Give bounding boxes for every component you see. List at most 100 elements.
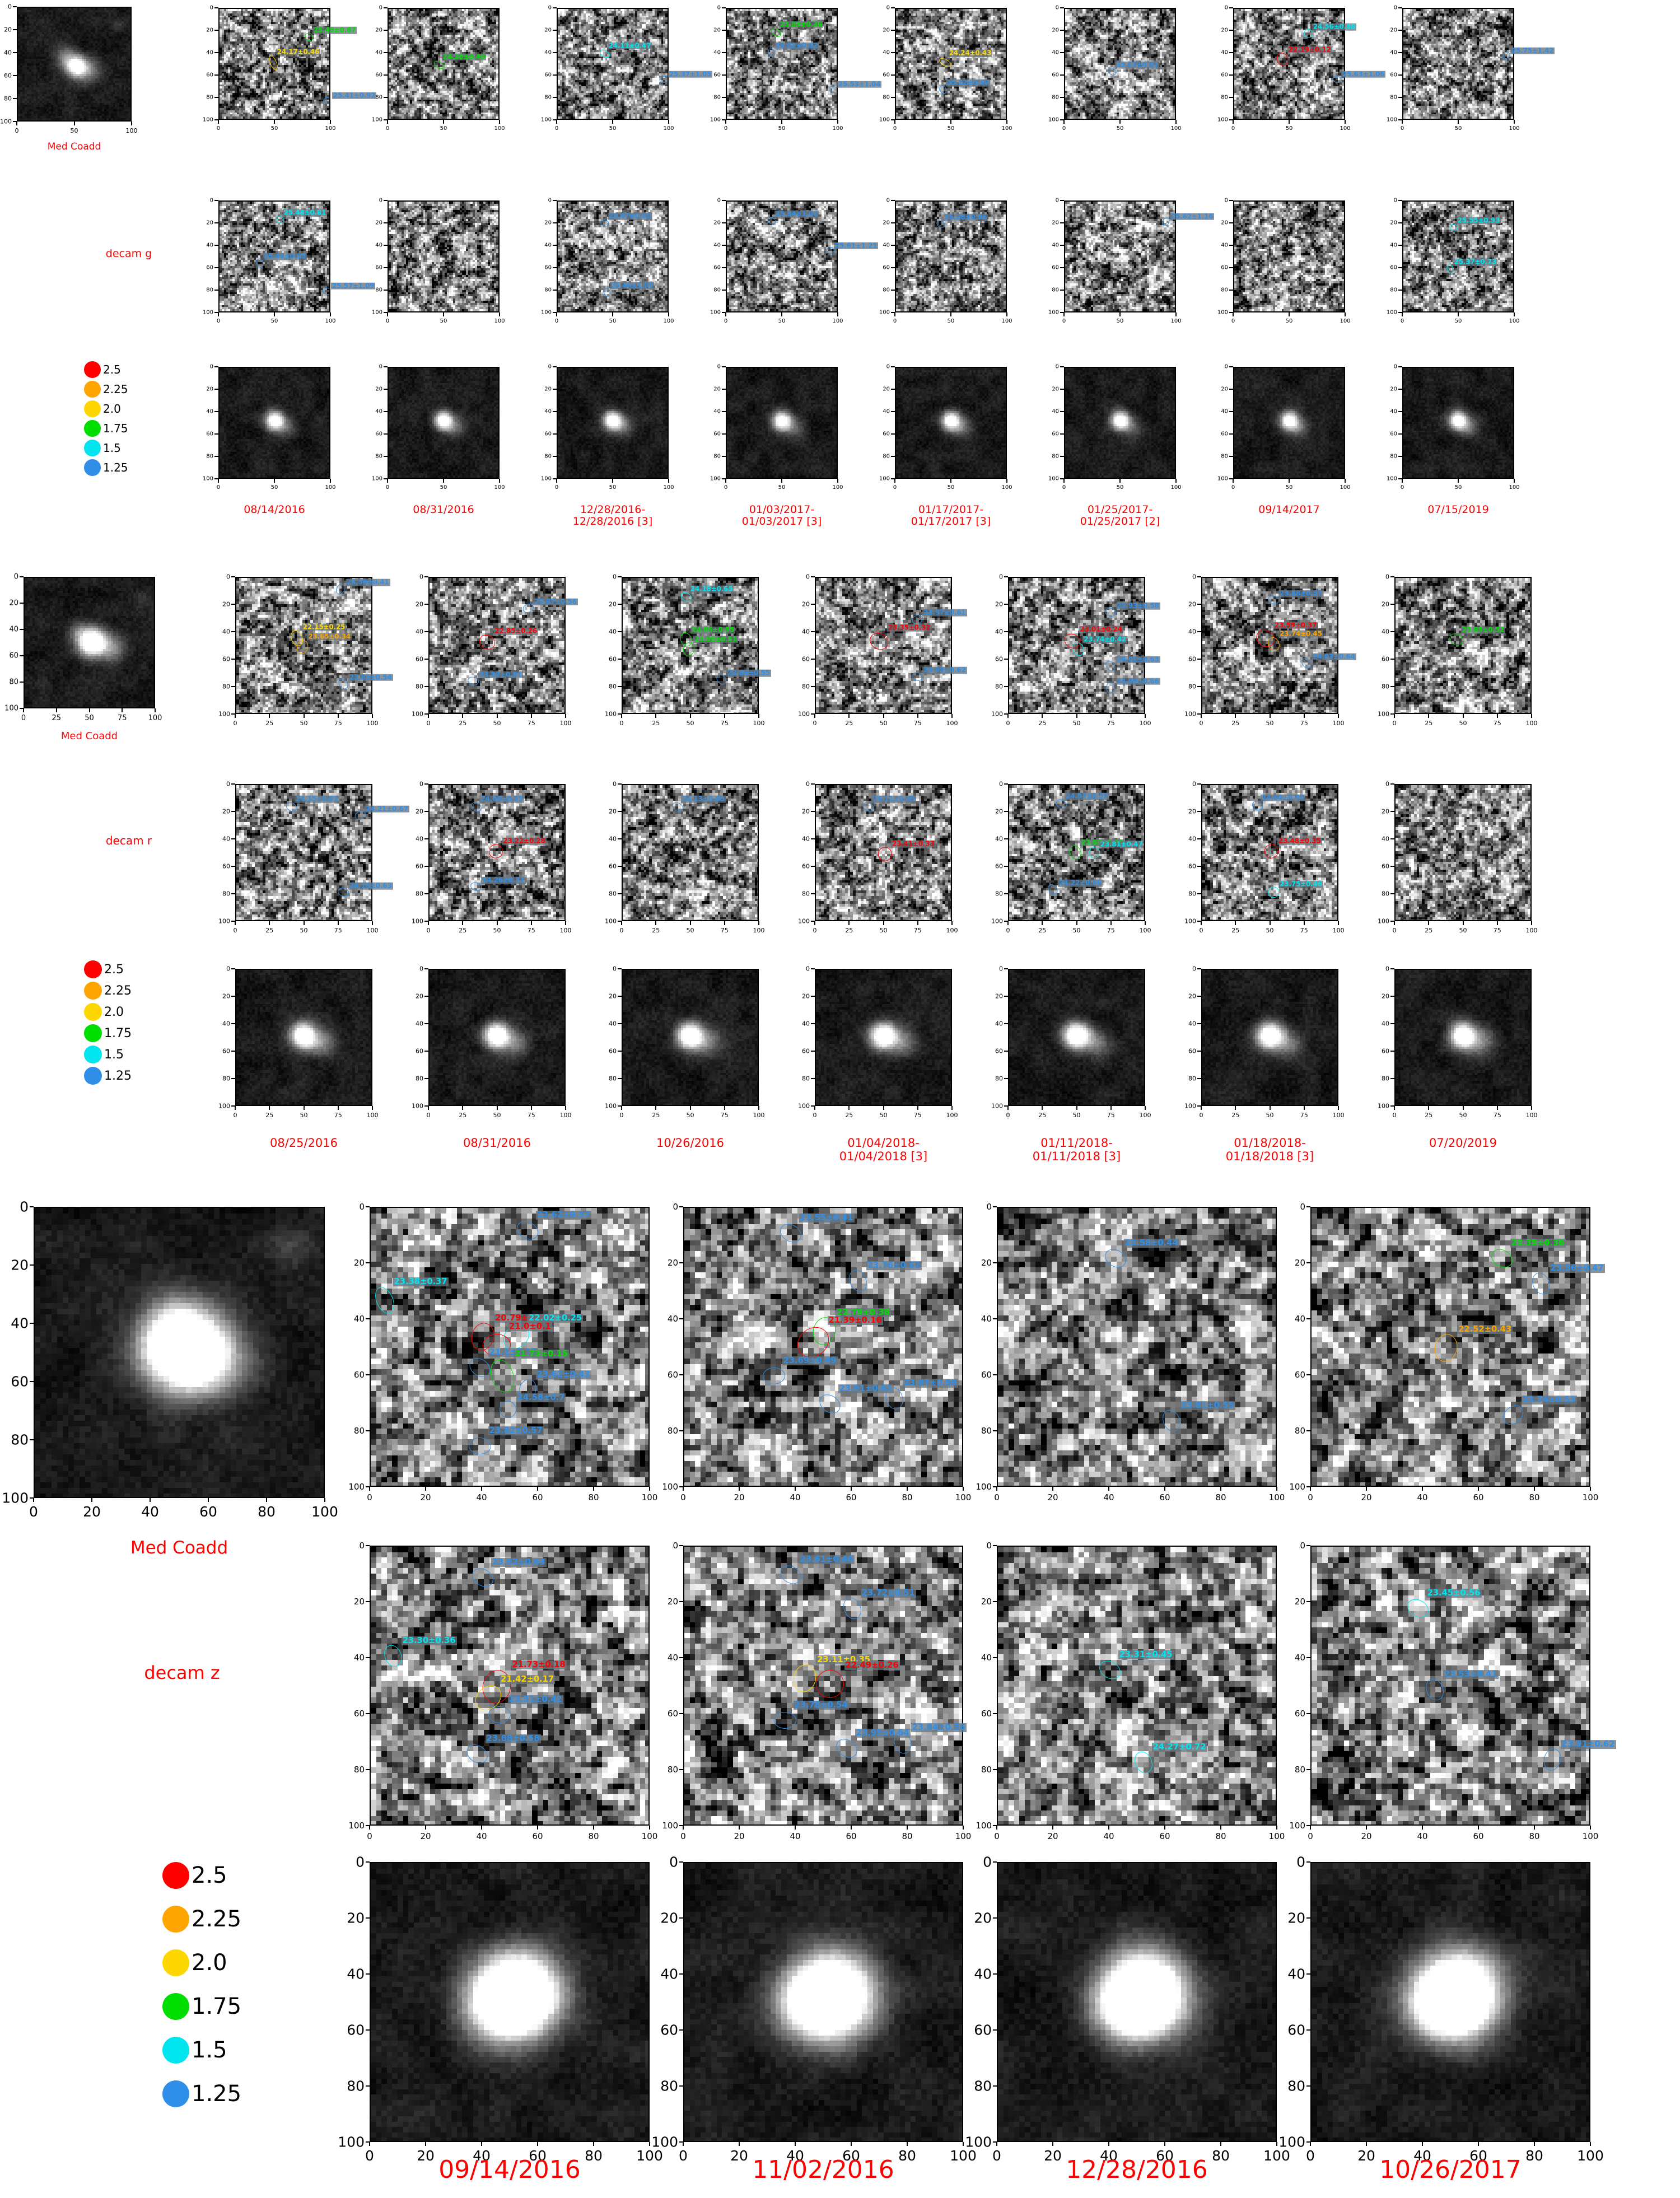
decam-g-sci-2-ytickmark (553, 267, 557, 268)
decam-g-diff-1[interactable]: 0 20 40 60 80 100 0 50 100 24.28±0.49 (372, 5, 505, 132)
decam-g-sci-0-magnitude-label: 25.45±0.85 (262, 252, 307, 260)
decam-r-diff-2[interactable]: 0 20 40 60 80 100 0 25 50 75 100 24.18±0.65 24.06±0.… (605, 573, 771, 727)
decam-g-sci-4[interactable]: 0 20 40 60 80 100 0 50 100 25.28±0.96 (879, 198, 1012, 325)
decam-z-sci-0-ytick: 60 (353, 1709, 365, 1719)
decam-g-diff-3[interactable]: 0 20 40 60 80 100 0 50 100 23.83±0.36 25.02±0.82 25… (710, 5, 882, 132)
decam-z-tmpl-0-xtick: 80 (585, 2148, 603, 2164)
decam-z-diff-2-ytickmark (993, 1486, 997, 1487)
decam-r-med-coadd-ytickmark (20, 655, 24, 656)
decam-g-diff-4-ytick: 20 (883, 27, 890, 34)
decam-z-sci-1-ytick: 0 (673, 1541, 678, 1551)
decam-z-sci-2-ytick: 20 (981, 1597, 992, 1607)
decam-r-tmpl-3-xtickmark (848, 1106, 850, 1110)
decam-r-sci-3-xtick: 100 (946, 927, 958, 934)
decam-r-sci-4[interactable]: 020406080100025507510024.07±0.5723.63±0.… (991, 781, 1151, 935)
decam-r-tmpl-4-image (1008, 969, 1145, 1106)
decam-g-diff-6-ytickmark (1229, 97, 1233, 98)
decam-z-tmpl-0[interactable]: 0 20 40 60 80 100 0 20 40 60 80 100 (338, 1854, 663, 2164)
decam-z-sci-2[interactable]: 0 20 40 60 80 100 0 20 40 60 80 100 23.31±0.45 24.27±… (976, 1541, 1285, 1841)
decam-r-med-coadd[interactable]: 0 20 40 60 80 100 0 25 50 75 100 (4, 573, 162, 723)
decam-g-tmpl-4[interactable]: 0 20 40 60 80 100 0 50 100 (879, 364, 1012, 491)
decam-g-diff-6[interactable]: 0 20 40 60 80 100 0 50 100 24.56±0.68 22.19±0.12 25… (1217, 5, 1386, 132)
decam-g-diff-5[interactable]: 0 20 40 60 80 100 0 50 100 25.57±0.91 (1048, 5, 1182, 132)
decam-z-tmpl-1-xtickmark (739, 2142, 740, 2146)
decam-z-sci-1-image (683, 1546, 963, 1826)
decam-g-med-coadd[interactable]: 0 20 40 60 80 100 0 50 100 (0, 3, 138, 135)
decam-r-diff-0[interactable]: 0 20 40 60 80 100 0 25 50 75 100 23.59±0.41 22.15±0.… (218, 573, 393, 727)
decam-g-tmpl-6[interactable]: 0 20 40 60 80 100 0 50 100 (1217, 364, 1351, 491)
decam-g-tmpl-7[interactable]: 0 20 40 60 80 100 0 50 100 (1387, 364, 1520, 491)
decam-z-diff-0[interactable]: 0 20 40 60 80 100 0 20 40 60 80 100 23.62±0.57 23.38±… (348, 1202, 657, 1502)
decam-g-tmpl-0[interactable]: 0 20 40 60 80 100 0 50 100 (203, 364, 336, 491)
decam-r-diff-6[interactable]: 0 20 40 60 80 100 0 25 50 75 100 23.85±0.52 (1378, 573, 1538, 727)
decam-r-tmpl-0-xtickmark (372, 1106, 373, 1110)
decam-r-diff-1-xtick: 100 (559, 720, 572, 727)
decam-g-sci-7[interactable]: 0 20 40 60 80 100 0 50 100 25.55±0.93 25.37±0.73 (1387, 198, 1520, 325)
decam-z-diff-1[interactable]: 0 20 40 60 80 100 0 20 40 60 80 100 23.55±0.41 23.76±… (662, 1202, 971, 1502)
decam-z-sci-0-image (370, 1546, 650, 1826)
decam-r-diff-1[interactable]: 0 20 40 60 80 100 0 25 50 75 100 22.85±0.26 23.87±0.… (412, 573, 578, 727)
decam-g-diff-4-ytickmark (891, 7, 895, 8)
decam-g-sci-2[interactable]: 0 20 40 60 80 100 0 50 100 25.47±0.82 25.46±1.05 (541, 198, 674, 325)
decam-r-sci-0-ytickmark (231, 811, 235, 812)
decam-r-sci-2[interactable]: 0 20 40 60 80 100 0 25 50 75 100 24.13±0.60 (605, 781, 765, 935)
decam-z-legend-swatch (162, 2037, 189, 2064)
decam-r-sci-6[interactable]: 0 20 40 60 80 100 0 25 50 75 100 (1378, 781, 1538, 935)
decam-g-diff-7[interactable]: 0 20 40 60 80 100 0 50 100 25.75±1.42 (1387, 5, 1555, 132)
decam-g-sci-5-ytickmark (1060, 290, 1064, 291)
decam-g-diff-1-ytick: 60 (375, 72, 382, 78)
decam-r-tmpl-4[interactable]: 0 20 40 60 80 100 0 25 50 75 100 (991, 965, 1151, 1119)
decam-r-diff-4[interactable]: 0 20 40 60 80 100 0 25 50 75 100 23.01±0.24 23.74±0.… (991, 573, 1160, 727)
decam-r-sci-0[interactable]: 0 20 40 60 80 100 0 25 50 75 100 24.15±0.61 24.21±0.… (218, 781, 409, 934)
decam-z-tmpl-1[interactable]: 0 20 40 60 80 100 0 20 40 60 80 100 (651, 1854, 977, 2164)
decam-r-sci-3[interactable]: 0 20 40 60 80 100 0 25 50 75 100 24.11±0.59 23.41±0.… (798, 781, 958, 935)
decam-g-sci-5[interactable]: 0 20 40 60 80 100 0 50 100 25.62±1.16 (1048, 198, 1215, 324)
decam-z-tmpl-3[interactable]: 0 20 40 60 80 100 0 20 40 60 80 100 (1278, 1854, 1604, 2164)
decam-g-tmpl-4-ytickmark (891, 433, 895, 435)
decam-g-diff-6-ytickmark (1229, 30, 1233, 31)
decam-g-diff-4[interactable]: 0 20 40 60 80 100 0 50 100 24.24±0.43 25.22±0.89 (879, 5, 1012, 132)
decam-r-tmpl-5[interactable]: 0 20 40 60 80 100 0 25 50 75 100 (1184, 965, 1345, 1119)
decam-g-sci-5-magnitude-label: 25.62±1.16 (1169, 212, 1215, 221)
decam-g-sci-6[interactable]: 0 20 40 60 80 100 0 50 100 (1217, 198, 1351, 325)
decam-z-diff-3-xtickmark (1534, 1487, 1535, 1491)
decam-z-diff-2[interactable]: 0 20 40 60 80 100 0 20 40 60 80 100 23.58±0.44 23.81±… (976, 1202, 1285, 1502)
decam-r-tmpl-3[interactable]: 0 20 40 60 80 100 0 25 50 75 100 (798, 965, 958, 1119)
decam-r-tmpl-1[interactable]: 0 20 40 60 80 100 0 25 50 75 100 (412, 965, 572, 1119)
decam-r-sci-1[interactable]: 0 20 40 60 80 100 0 25 50 75 100 24.05±0.55 23.22±0.… (412, 781, 572, 935)
decam-g-sci-1[interactable]: 0 20 40 60 80 100 0 50 100 (372, 198, 505, 325)
decam-r-tmpl-3-ytickmark (811, 968, 815, 969)
decam-r-sci-0-xtickmark (372, 921, 373, 925)
decam-z-diff-2-ytick: 20 (981, 1258, 992, 1268)
decam-r-sci-0-magnitude-label: 24.21±0.67 (365, 805, 409, 813)
decam-r-tmpl-2[interactable]: 0 20 40 60 80 100 0 25 50 75 100 (605, 965, 765, 1119)
decam-r-diff-4-magnitude-label: 23.74±0.42 (1082, 635, 1127, 643)
decam-g-tmpl-1[interactable]: 0 20 40 60 80 100 0 50 100 (372, 364, 505, 491)
decam-r-tmpl-0-ytickmark (231, 996, 235, 997)
decam-g-tmpl-5[interactable]: 0 20 40 60 80 100 0 50 100 (1048, 364, 1182, 491)
decam-z-diff-3[interactable]: 0 20 40 60 80 100 0 20 40 60 80 100 23.35±0.36 23.56±… (1289, 1202, 1605, 1502)
decam-z-tmpl-2[interactable]: 0 20 40 60 80 100 0 20 40 60 80 100 (965, 1854, 1290, 2164)
decam-g-tmpl-2[interactable]: 0 20 40 60 80 100 0 50 100 (541, 364, 674, 491)
decam-z-tmpl-1-xtickmark (795, 2142, 796, 2146)
decam-r-date-2: 10/26/2016 (656, 1136, 725, 1150)
decam-r-diff-3[interactable]: 0 20 40 60 80 100 0 25 50 75 100 23.35±0.32 23.97±0.… (798, 573, 967, 727)
decam-g-sci-6-xtickmark (1345, 312, 1346, 316)
decam-g-diff-0[interactable]: 0 20 40 60 80 100 0 50 100 25.49±0.87 24.17±0.46 25… (203, 5, 377, 132)
decam-g-diff-2[interactable]: 0 20 40 60 80 100 0 50 100 24.11±0.47 25.37±1.05 (541, 5, 713, 132)
decam-z-sci-0[interactable]: 0 20 40 60 80 100 0 20 40 60 80 100 23.92±0.63 23.30±… (348, 1541, 657, 1841)
decam-r-sci-4-ytickmark (1004, 921, 1008, 922)
decam-r-sci-3-ytickmark (811, 893, 815, 894)
decam-r-diff-5[interactable]: 0 20 40 60 80 100 0 25 50 75 100 23.59±0.37 23.74±0.… (1184, 573, 1356, 727)
decam-z-med-coadd[interactable]: 0 20 40 60 80 100 0 20 40 60 80 100 (2, 1199, 338, 1520)
decam-z-sci-3[interactable]: 0 20 40 60 80 100 0 20 40 60 80 100 23.45±0.56 23.53±… (1289, 1541, 1616, 1841)
decam-g-sci-0[interactable]: 0 20 40 60 80 100 0 50 100 25.48±0.81 25.45±0.85 25… (203, 198, 376, 324)
decam-z-tmpl-3-xtickmark (1422, 2142, 1423, 2146)
decam-z-sci-1[interactable]: 0 20 40 60 80 100 0 20 40 60 80 100 23.61±0.46 23.72±… (662, 1541, 971, 1841)
decam-r-sci-4-xtickmark (1042, 921, 1043, 925)
decam-r-tmpl-6[interactable]: 0 20 40 60 80 100 0 25 50 75 100 (1378, 965, 1538, 1119)
decam-r-sci-5[interactable]: 0 20 40 60 80 100 0 25 50 75 100 24.04±0.56 23.48±0.… (1184, 781, 1345, 935)
decam-g-tmpl-3[interactable]: 0 20 40 60 80 100 0 50 100 (710, 364, 843, 491)
decam-g-sci-3[interactable]: 0 20 40 60 80 100 0 50 100 25.34±1.02 25.61±1.21 (710, 198, 879, 324)
decam-r-tmpl-0[interactable]: 0 20 40 60 80 100 0 25 50 75 100 (218, 965, 379, 1119)
